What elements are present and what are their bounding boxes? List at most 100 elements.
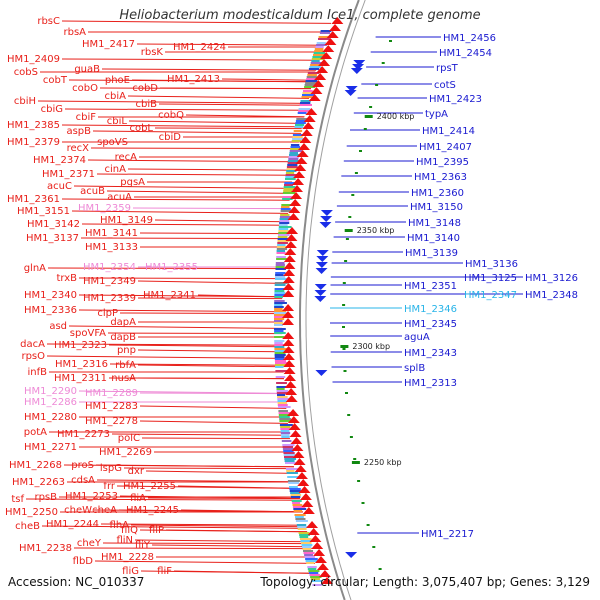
gene-label: HM1_2385: [7, 120, 60, 131]
reverse-arrow: [352, 64, 365, 70]
leader-line: [119, 312, 283, 315]
gene-label: HM1_2278: [85, 416, 138, 427]
leader-line: [141, 437, 291, 440]
feature-block: [280, 426, 291, 428]
feature-block: [300, 100, 311, 102]
feature-block: [295, 120, 307, 122]
feature-block: [293, 510, 303, 512]
gene-label: cobL: [129, 123, 153, 134]
leader-line: [151, 544, 311, 548]
feature-block: [274, 316, 286, 318]
gene-label: cbiH: [14, 96, 36, 107]
feature-block: [274, 284, 286, 286]
leader-line: [139, 405, 287, 409]
gene-label: HM1_2354: [83, 262, 136, 273]
gene-label: HM1_2268: [9, 460, 62, 471]
feature-block: [293, 508, 307, 510]
forward-arrow: [293, 458, 306, 465]
tick-mark: [345, 238, 349, 240]
feature-block: [301, 96, 313, 98]
feature-block: [313, 54, 326, 56]
leader-line: [64, 108, 306, 111]
forward-arrow: [282, 353, 295, 360]
feature-block: [305, 560, 319, 562]
feature-block: [281, 434, 290, 436]
gene-label: HM1_2245: [126, 505, 179, 516]
gene-label: HM1_3149: [100, 215, 153, 226]
gene-label: aspB: [66, 126, 91, 137]
gene-label: HM1_2269: [99, 447, 152, 458]
reverse-arrow: [314, 284, 327, 290]
leader-line: [61, 20, 332, 24]
feature-block: [319, 32, 331, 34]
gene-label: HM1_3125: [464, 273, 517, 284]
forward-arrow: [307, 528, 320, 535]
forward-arrow: [321, 577, 334, 584]
gene-label: flhA: [110, 520, 130, 531]
feature-block: [289, 490, 301, 492]
gene-label: HM1_2313: [404, 378, 457, 389]
forward-arrow: [282, 311, 295, 318]
reverse-arrow: [353, 60, 366, 66]
tick-mark: [357, 480, 361, 482]
feature-block: [289, 154, 300, 156]
feature-block: [278, 406, 291, 408]
leader-line: [80, 237, 286, 240]
feature-block: [274, 322, 284, 324]
leader-line: [101, 68, 317, 71]
feature-block: [275, 266, 285, 268]
leader-line: [185, 114, 305, 118]
feature-block: [275, 370, 288, 372]
leader-line: [41, 525, 307, 529]
feature-block: [280, 208, 291, 210]
gene-label: HM1_2255: [123, 481, 176, 492]
forward-arrow: [297, 143, 310, 150]
feature-block: [285, 174, 299, 176]
feature-block: [310, 62, 324, 64]
feature-block: [274, 312, 287, 314]
feature-block: [275, 376, 286, 378]
leader-line: [165, 529, 308, 533]
tick-mark: [363, 128, 367, 130]
feature-block: [275, 264, 285, 266]
feature-block: [274, 358, 284, 360]
tick-mark: [349, 436, 353, 438]
leader-line: [61, 124, 303, 128]
feature-block: [274, 318, 285, 320]
feature-block: [282, 446, 294, 448]
gene-label: HM1_2417: [82, 39, 135, 50]
feature-block: [278, 232, 288, 234]
gene-label: HM1_2454: [439, 48, 492, 59]
feature-block: [292, 138, 305, 140]
feature-block: [274, 346, 285, 348]
leader-line: [131, 79, 314, 83]
feature-block: [290, 146, 301, 148]
feature-block: [296, 118, 309, 120]
gene-label: HM1_3133: [85, 242, 138, 253]
gene-label: HM1_2351: [404, 281, 457, 292]
tick-mark: [389, 40, 392, 42]
leader-line: [87, 159, 296, 163]
reverse-arrow: [314, 296, 327, 302]
feature-block: [275, 262, 285, 264]
leader-line: [71, 210, 289, 214]
map-title: Heliobacterium modesticaldum Ice1, compl…: [119, 8, 481, 23]
gene-label: fliA: [130, 493, 146, 504]
gene-label: guaB: [74, 64, 100, 75]
feature-block: [280, 214, 290, 216]
reverse-arrow: [316, 256, 329, 262]
reverse-arrow: [350, 68, 363, 74]
feature-block: [291, 500, 302, 502]
leader-line: [102, 542, 311, 545]
gene-label: HM1_3140: [407, 233, 460, 244]
feature-block: [278, 230, 290, 232]
genome-summary-text: Topology: circular; Length: 3,075,407 bp…: [260, 575, 590, 589]
gene-label: pnp: [117, 345, 136, 356]
feature-block: [279, 224, 288, 226]
gene-label: HM1_2346: [404, 304, 457, 315]
gene-label: frr: [103, 481, 115, 492]
forward-arrow: [287, 409, 300, 416]
feature-block: [302, 546, 312, 548]
